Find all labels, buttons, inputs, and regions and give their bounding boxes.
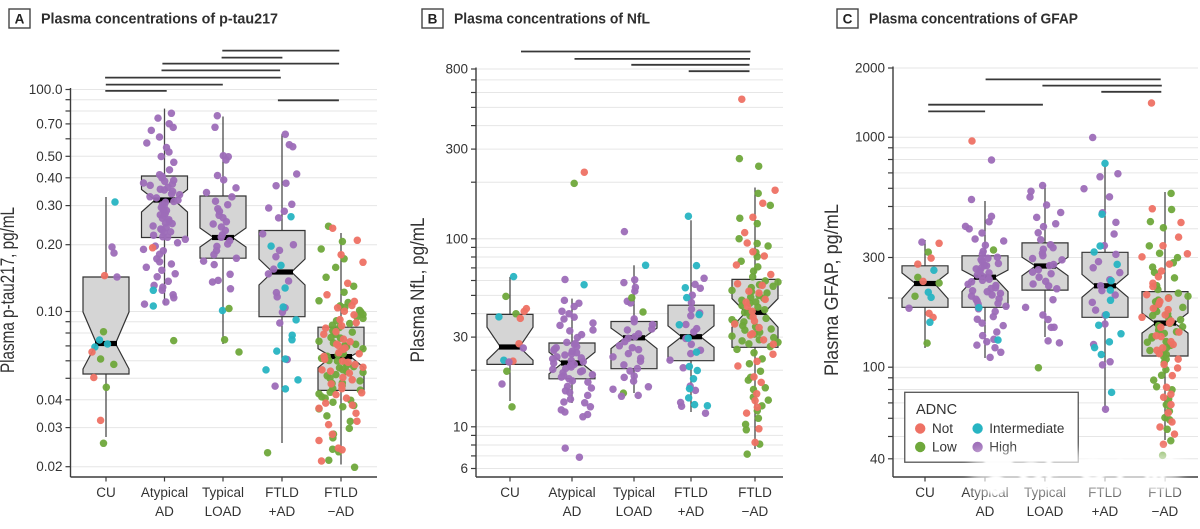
svg-text:0.03: 0.03 — [36, 420, 62, 435]
svg-text:Typical: Typical — [202, 485, 244, 500]
svg-text:0.70: 0.70 — [36, 116, 62, 131]
svg-text:1000: 1000 — [855, 130, 885, 145]
svg-text:Typical: Typical — [613, 485, 655, 500]
svg-text:Not: Not — [932, 421, 953, 436]
svg-text:30: 30 — [453, 330, 468, 345]
svg-text:AD: AD — [563, 504, 582, 519]
svg-text:+AD: +AD — [1092, 504, 1119, 519]
svg-text:100: 100 — [445, 231, 468, 246]
svg-text:B: B — [428, 12, 438, 27]
svg-text:0.20: 0.20 — [36, 237, 62, 252]
svg-text:ADNC: ADNC — [916, 402, 957, 418]
svg-text:6: 6 — [460, 461, 468, 476]
svg-text:FTLD: FTLD — [674, 485, 708, 500]
svg-text:C: C — [843, 12, 853, 27]
svg-text:100: 100 — [862, 360, 885, 375]
svg-text:100.0: 100.0 — [29, 82, 63, 97]
svg-text:Plasma NfL, pg/mL: Plasma NfL, pg/mL — [408, 218, 429, 363]
svg-text:Plasma concentrations of GFAP: Plasma concentrations of GFAP — [869, 11, 1078, 28]
svg-text:0.10: 0.10 — [36, 304, 62, 319]
svg-text:CU: CU — [500, 485, 520, 500]
svg-text:Intermediate: Intermediate — [989, 421, 1064, 436]
svg-text:Plasma p-tau217, pg/mL: Plasma p-tau217, pg/mL — [0, 207, 19, 373]
svg-text:Atypical: Atypical — [548, 485, 595, 500]
svg-text:Low: Low — [932, 440, 957, 455]
svg-text:AD: AD — [155, 504, 174, 519]
svg-text:LOAD: LOAD — [1027, 504, 1064, 519]
svg-text:0.50: 0.50 — [36, 149, 62, 164]
svg-text:0.40: 0.40 — [36, 170, 62, 185]
svg-text:CU: CU — [96, 485, 116, 500]
svg-text:FTLD: FTLD — [738, 485, 772, 500]
svg-text:800: 800 — [445, 62, 468, 77]
svg-text:0.04: 0.04 — [36, 392, 63, 407]
svg-text:LOAD: LOAD — [205, 504, 242, 519]
svg-text:0.02: 0.02 — [36, 459, 62, 474]
svg-text:+AD: +AD — [269, 504, 296, 519]
svg-text:CU: CU — [915, 485, 935, 500]
svg-text:Plasma concentrations of NfL: Plasma concentrations of NfL — [454, 11, 650, 28]
svg-text:Atypical: Atypical — [141, 485, 188, 500]
svg-text:A: A — [15, 12, 25, 27]
svg-text:2000: 2000 — [855, 61, 885, 76]
svg-text:−AD: −AD — [1152, 504, 1179, 519]
svg-text:LOAD: LOAD — [616, 504, 653, 519]
svg-text:300: 300 — [862, 250, 885, 265]
svg-text:FTLD: FTLD — [324, 485, 358, 500]
svg-text:10: 10 — [453, 419, 468, 434]
svg-text:Plasma GFAP, pg/mL: Plasma GFAP, pg/mL — [822, 204, 843, 376]
svg-text:FTLD: FTLD — [265, 485, 299, 500]
svg-text:AD: AD — [976, 504, 995, 519]
svg-text:−AD: −AD — [328, 504, 355, 519]
svg-text:−AD: −AD — [742, 504, 769, 519]
svg-text:40: 40 — [870, 451, 885, 466]
svg-text:300: 300 — [445, 142, 468, 157]
svg-text:+AD: +AD — [678, 504, 705, 519]
svg-text:0.30: 0.30 — [36, 198, 62, 213]
svg-text:Plasma concentrations of p-tau: Plasma concentrations of p-tau217 — [41, 11, 278, 28]
